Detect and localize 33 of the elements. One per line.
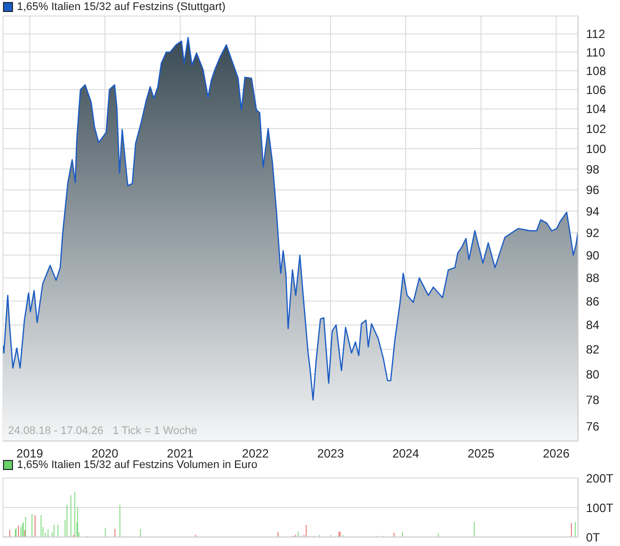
y-tick-label: 76 [586,420,600,434]
y-tick-label: 100T [586,500,614,515]
y-tick-label: 88 [586,271,600,286]
x-tick-label: 2024 [392,446,420,461]
y-tick-label: 98 [586,162,600,176]
y-tick-label: 78 [586,393,600,408]
y-tick-label: 0T [586,530,601,544]
y-tick-label: 200T [586,471,614,486]
legend-label: 1,65% Italien 15/32 auf Festzins (Stuttgart) [17,1,226,13]
x-tick-label: 2020 [92,446,119,461]
y-tick-label: 102 [586,122,606,136]
y-tick-label: 86 [586,294,600,308]
y-tick-label: 84 [586,318,600,332]
legend-label: 1,65% Italien 15/32 auf Festzins Volumen in Euro [17,459,258,471]
x-tick-label: 2023 [317,446,344,461]
x-tick-label: 2022 [242,446,270,461]
x-tick-label: 2025 [468,446,495,461]
y-tick-label: 104 [586,102,606,116]
y-tick-label: 112 [586,27,606,42]
y-tick-label: 94 [586,204,600,218]
y-tick-label: 108 [586,64,606,78]
y-tick-label: 92 [586,226,600,240]
y-tick-label: 110 [586,45,606,60]
y-tick-label: 96 [586,183,600,198]
y-tick-label: 90 [586,248,600,262]
x-tick-label: 2021 [166,446,194,461]
x-tick-label: 2019 [16,446,44,461]
y-tick-label: 100 [586,142,606,156]
y-tick-label: 82 [586,342,600,357]
y-tick-label: 80 [586,368,600,382]
x-tick-label: 2026 [542,446,570,461]
y-tick-label: 106 [586,82,606,97]
annotation: 24.08.18 - 17.04.26 1 Tick = 1 Woche [8,425,198,437]
